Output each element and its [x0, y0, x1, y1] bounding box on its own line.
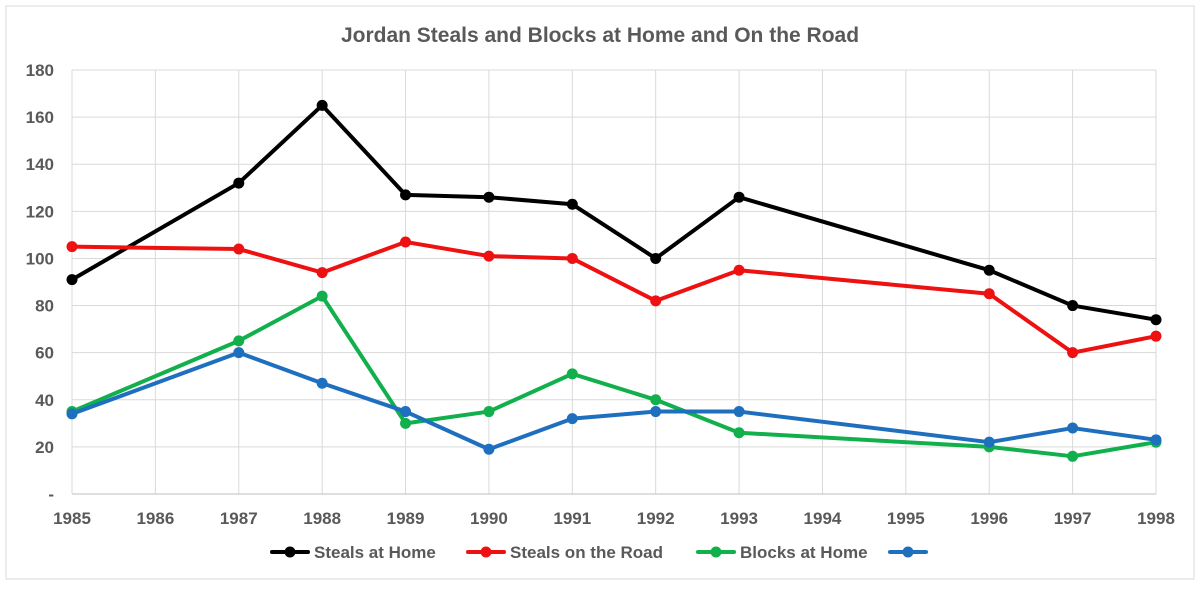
data-point — [400, 236, 412, 248]
legend-swatch-marker — [902, 546, 914, 558]
series-layer — [66, 99, 1162, 462]
legend-swatch-marker — [710, 546, 722, 558]
data-point — [983, 288, 995, 300]
x-tick-label: 1998 — [1137, 509, 1175, 528]
data-point — [733, 406, 745, 418]
data-point — [483, 191, 495, 203]
x-tick-label: 1995 — [887, 509, 925, 528]
x-tick-label: 1987 — [220, 509, 258, 528]
x-tick-label: 1992 — [637, 509, 675, 528]
data-point — [566, 252, 578, 264]
legend-item: Steals at Home — [270, 543, 436, 562]
data-point — [566, 368, 578, 380]
data-point — [66, 274, 78, 286]
data-point — [1067, 300, 1079, 312]
legend-label: Blocks at Home — [740, 543, 868, 562]
data-point — [566, 413, 578, 425]
data-point — [983, 264, 995, 276]
data-point — [1067, 450, 1079, 462]
x-tick-label: 1986 — [136, 509, 174, 528]
data-point — [400, 189, 412, 201]
y-tick-label: 140 — [26, 155, 54, 174]
data-point — [233, 347, 245, 359]
y-tick-label: 160 — [26, 108, 54, 127]
x-tick-label: 1993 — [720, 509, 758, 528]
legend: Steals at Home Steals on the Road Blocks a… — [270, 543, 928, 562]
data-point — [400, 417, 412, 429]
data-point — [650, 295, 662, 307]
chart-title: Jordan Steals and Blocks at Home and On … — [341, 24, 859, 47]
legend-item — [888, 546, 928, 558]
x-tick-label: 1996 — [970, 509, 1008, 528]
data-point — [1150, 314, 1162, 326]
data-point — [1067, 347, 1079, 359]
data-point — [983, 436, 995, 448]
x-tick-label: 1991 — [553, 509, 591, 528]
data-point — [316, 290, 328, 302]
y-tick-label: 80 — [35, 297, 54, 316]
data-point — [316, 99, 328, 111]
data-point — [733, 427, 745, 439]
x-tick-label: 1990 — [470, 509, 508, 528]
x-tick-label: 1985 — [53, 509, 91, 528]
data-point — [316, 267, 328, 279]
legend-label: Steals at Home — [314, 543, 436, 562]
x-tick-label: 1997 — [1054, 509, 1092, 528]
data-point — [650, 252, 662, 264]
legend-label: Steals on the Road — [510, 543, 663, 562]
data-point — [400, 406, 412, 418]
data-point — [733, 191, 745, 203]
y-tick-label: 180 — [26, 61, 54, 80]
axes: - 20 40 60 80 100 120 140 160 180 1985 1986 1987 1988… — [26, 61, 1175, 528]
series-1 — [66, 99, 1162, 326]
data-point — [566, 198, 578, 210]
x-tick-label: 1989 — [387, 509, 425, 528]
legend-swatch-marker — [284, 546, 296, 558]
data-point — [650, 406, 662, 418]
x-tick-label: 1988 — [303, 509, 341, 528]
data-point — [733, 264, 745, 276]
data-point — [233, 335, 245, 347]
data-point — [483, 406, 495, 418]
y-tick-label: 40 — [35, 391, 54, 410]
legend-swatch-marker — [480, 546, 492, 558]
series-2 — [66, 236, 1162, 359]
data-point — [233, 177, 245, 189]
data-point — [1150, 434, 1162, 446]
data-point — [650, 394, 662, 406]
y-tick-label: 60 — [35, 344, 54, 363]
data-point — [1067, 422, 1079, 434]
legend-item: Steals on the Road — [466, 543, 663, 562]
y-tick-label: 120 — [26, 202, 54, 221]
data-point — [1150, 330, 1162, 342]
y-tick-label: - — [48, 485, 54, 504]
data-point — [66, 408, 78, 420]
data-point — [483, 443, 495, 455]
y-tick-label: 20 — [35, 438, 54, 457]
chart-border — [5, 5, 1195, 580]
y-tick-label: 100 — [26, 249, 54, 268]
data-point — [483, 250, 495, 262]
x-tick-label: 1994 — [804, 509, 842, 528]
data-point — [66, 241, 78, 253]
data-point — [233, 243, 245, 255]
legend-item: Blocks at Home — [696, 543, 868, 562]
series-4 — [66, 347, 1162, 455]
data-point — [316, 377, 328, 389]
